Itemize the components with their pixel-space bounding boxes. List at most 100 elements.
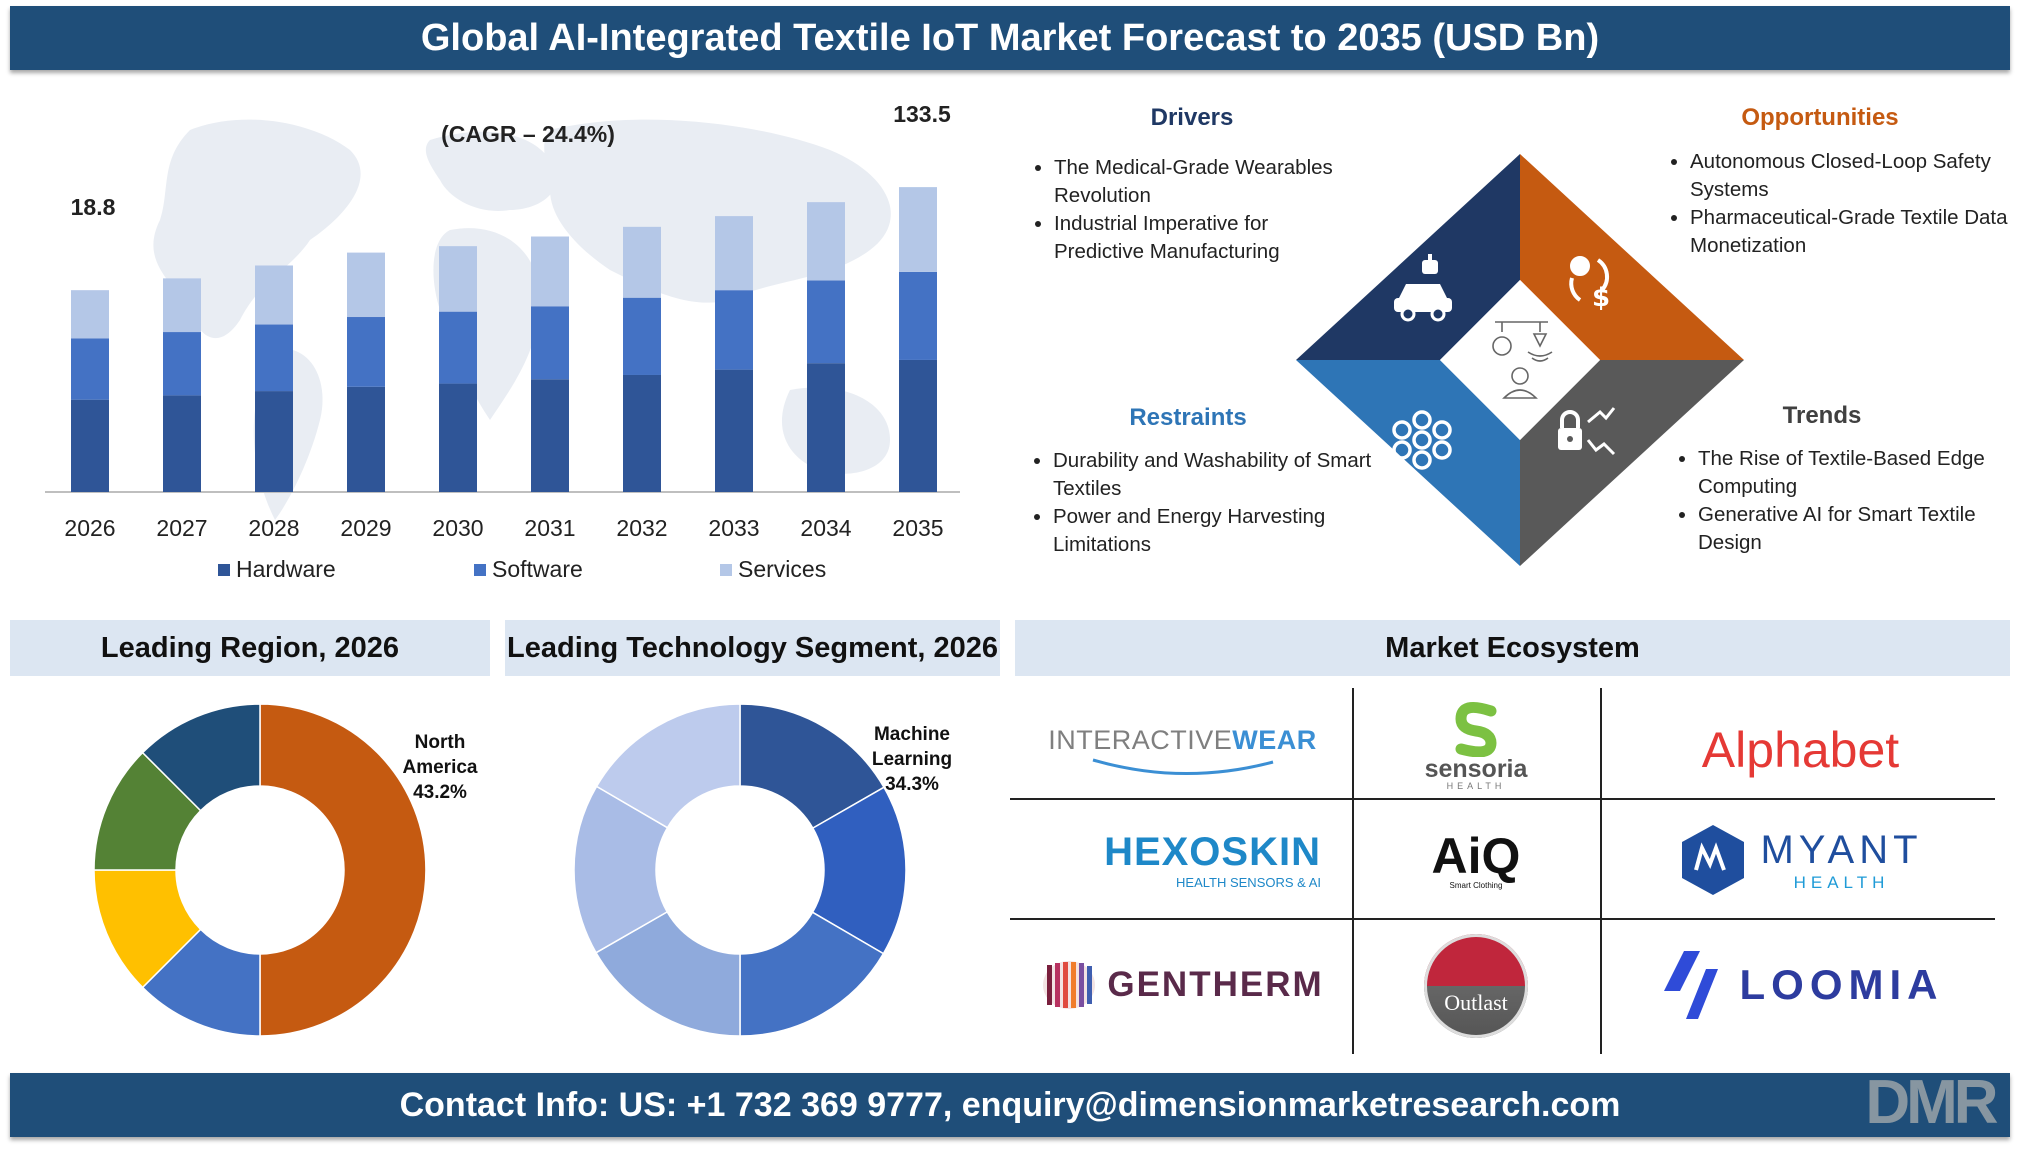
legend-label-software: Software	[492, 556, 583, 582]
region-donut-chart	[93, 703, 427, 1037]
value-label-last: 133.5	[893, 101, 951, 127]
donut-slice-1	[811, 786, 907, 955]
donut-slice-0	[259, 703, 427, 1037]
donut-slice-2	[739, 911, 885, 1037]
bar-software-2026	[71, 338, 109, 400]
drivers-list: The Medical-Grade Wearables Revolution I…	[1022, 154, 1354, 266]
bar-hardware-2028	[255, 391, 293, 492]
bar-services-2028	[255, 265, 293, 325]
legend-services: Services	[720, 556, 826, 583]
section-header-technology: Leading Technology Segment, 2026	[505, 620, 1000, 676]
trends-item: Generative AI for Smart Textile Design	[1698, 501, 2020, 557]
loomia-bolt-icon	[1663, 951, 1718, 1019]
myant-logo: MYANT HEALTH	[1608, 810, 1993, 910]
bar-hardware-2035	[899, 359, 937, 492]
x-tick-label: 2028	[248, 515, 299, 541]
legend-label-services: Services	[738, 556, 827, 582]
x-tick-label: 2027	[156, 515, 207, 541]
bar-hardware-2031	[531, 379, 569, 492]
aiq-sub: Smart Clothing	[1449, 880, 1503, 890]
loomia-logo: LOOMIA	[1608, 930, 1993, 1040]
aiq-logo: AiQ Smart Clothing	[1360, 810, 1592, 910]
opportunities-title: Opportunities	[1741, 104, 1899, 131]
legend-software: Software	[474, 556, 583, 583]
bar-services-2029	[347, 252, 385, 318]
technology-label-line1: Machine	[873, 724, 951, 745]
hexoskin-name: HEXOSKIN	[1104, 830, 1321, 874]
technology-label-line2: Learning	[871, 749, 953, 770]
contact-info: Contact Info: US: +1 732 369 9777, enqui…	[399, 1086, 1621, 1124]
opportunities-list: Autonomous Closed-Loop Safety Systems Ph…	[1658, 148, 2010, 260]
alphabet-wordmark: Alphabet	[1701, 722, 1900, 778]
outlast-wordmark: Outlast	[1444, 990, 1508, 1015]
value-label-first: 18.8	[71, 194, 116, 220]
diamond-center	[1440, 280, 1600, 440]
bar-software-2028	[255, 324, 293, 392]
diamond-opportunities-segment	[1520, 154, 1744, 360]
bar-services-2026	[71, 290, 109, 339]
x-tick-label: 2030	[432, 515, 483, 541]
technology-label-value: 34.3%	[885, 774, 939, 795]
dmr-logo[interactable]: DMR	[1850, 1068, 2010, 1138]
x-tick-label: 2029	[340, 515, 391, 541]
bar-services-2032	[623, 226, 661, 298]
dollar-cycle-icon: $	[1569, 256, 1610, 313]
donut-slice-3	[595, 910, 741, 1037]
trends-title: Trends	[1782, 402, 1862, 429]
gentherm-logo: GENTHERM	[1020, 930, 1345, 1040]
gentherm-wordmark: GENTHERM	[1107, 965, 1324, 1004]
bar-services-2031	[531, 236, 569, 307]
diamond-restraints-segment	[1296, 360, 1520, 566]
myant-name: MYANT	[1760, 827, 1923, 872]
bar-hardware-2029	[347, 386, 385, 492]
page-title: Global AI-Integrated Textile IoT Market …	[10, 6, 2010, 70]
diamond-trends-segment	[1520, 360, 1744, 566]
legend-swatch-software	[474, 563, 486, 576]
opportunities-item: Autonomous Closed-Loop Safety Systems	[1690, 148, 2010, 204]
donut-slice-0	[739, 703, 885, 830]
technology-slice-label: Machine Learning 34.3%	[862, 722, 962, 797]
region-label-value: 43.2%	[413, 782, 467, 803]
restraints-list: Durability and Washability of Smart Text…	[1021, 447, 1383, 559]
swoosh-icon	[1092, 758, 1273, 775]
trends-item: The Rise of Textile-Based Edge Computing	[1698, 445, 2020, 501]
x-tick-label: 2032	[616, 515, 667, 541]
sensoria-s-icon	[1455, 701, 1497, 757]
section-header-region: Leading Region, 2026	[10, 620, 490, 676]
ecosystem-divider-v2	[1600, 688, 1602, 1054]
gear-icon	[1392, 410, 1452, 470]
contact-footer: Contact Info: US: +1 732 369 9777, enqui…	[10, 1073, 2010, 1137]
ecosystem-divider-h1	[1010, 798, 1995, 800]
bar-hardware-2026	[71, 399, 109, 492]
restraints-item: Durability and Washability of Smart Text…	[1053, 447, 1383, 503]
bar-hardware-2032	[623, 374, 661, 492]
region-label-line2: America	[402, 757, 478, 778]
bar-software-2035	[899, 271, 937, 360]
legend-swatch-hardware	[218, 563, 230, 576]
bar-services-2035	[899, 187, 937, 272]
interactive-wear-part2: WEAR	[1232, 724, 1317, 755]
bar-services-2033	[715, 216, 753, 291]
robot-car-icon	[1394, 254, 1452, 322]
bar-hardware-2027	[163, 395, 201, 492]
hexoskin-logo: HEXOSKIN HEALTH SENSORS & AI	[1020, 810, 1345, 910]
x-tick-label: 2026	[64, 515, 115, 541]
ai-network-icon	[1492, 321, 1553, 399]
region-slice-label: North America 43.2%	[392, 730, 488, 805]
x-tick-label: 2033	[708, 515, 759, 541]
opportunities-item: Pharmaceutical-Grade Textile Data Moneti…	[1690, 204, 2010, 260]
donut-slice-4	[141, 703, 261, 812]
aiq-name: AiQ	[1431, 827, 1521, 884]
hexoskin-sub: HEALTH SENSORS & AI	[1176, 875, 1321, 890]
technology-donut-chart	[573, 703, 907, 1037]
dmr-logo-text: DMR	[1865, 1068, 1998, 1137]
donut-slice-4	[573, 785, 669, 954]
restraints-title: Restraints	[1129, 404, 1247, 431]
region-label-line1: North	[414, 732, 466, 753]
bar-services-2034	[807, 202, 845, 281]
x-tick-label: 2035	[892, 515, 943, 541]
section-header-ecosystem: Market Ecosystem	[1015, 620, 2010, 676]
bar-software-2034	[807, 280, 845, 364]
ecosystem-divider-v1	[1352, 688, 1354, 1054]
x-tick-label: 2034	[800, 515, 851, 541]
